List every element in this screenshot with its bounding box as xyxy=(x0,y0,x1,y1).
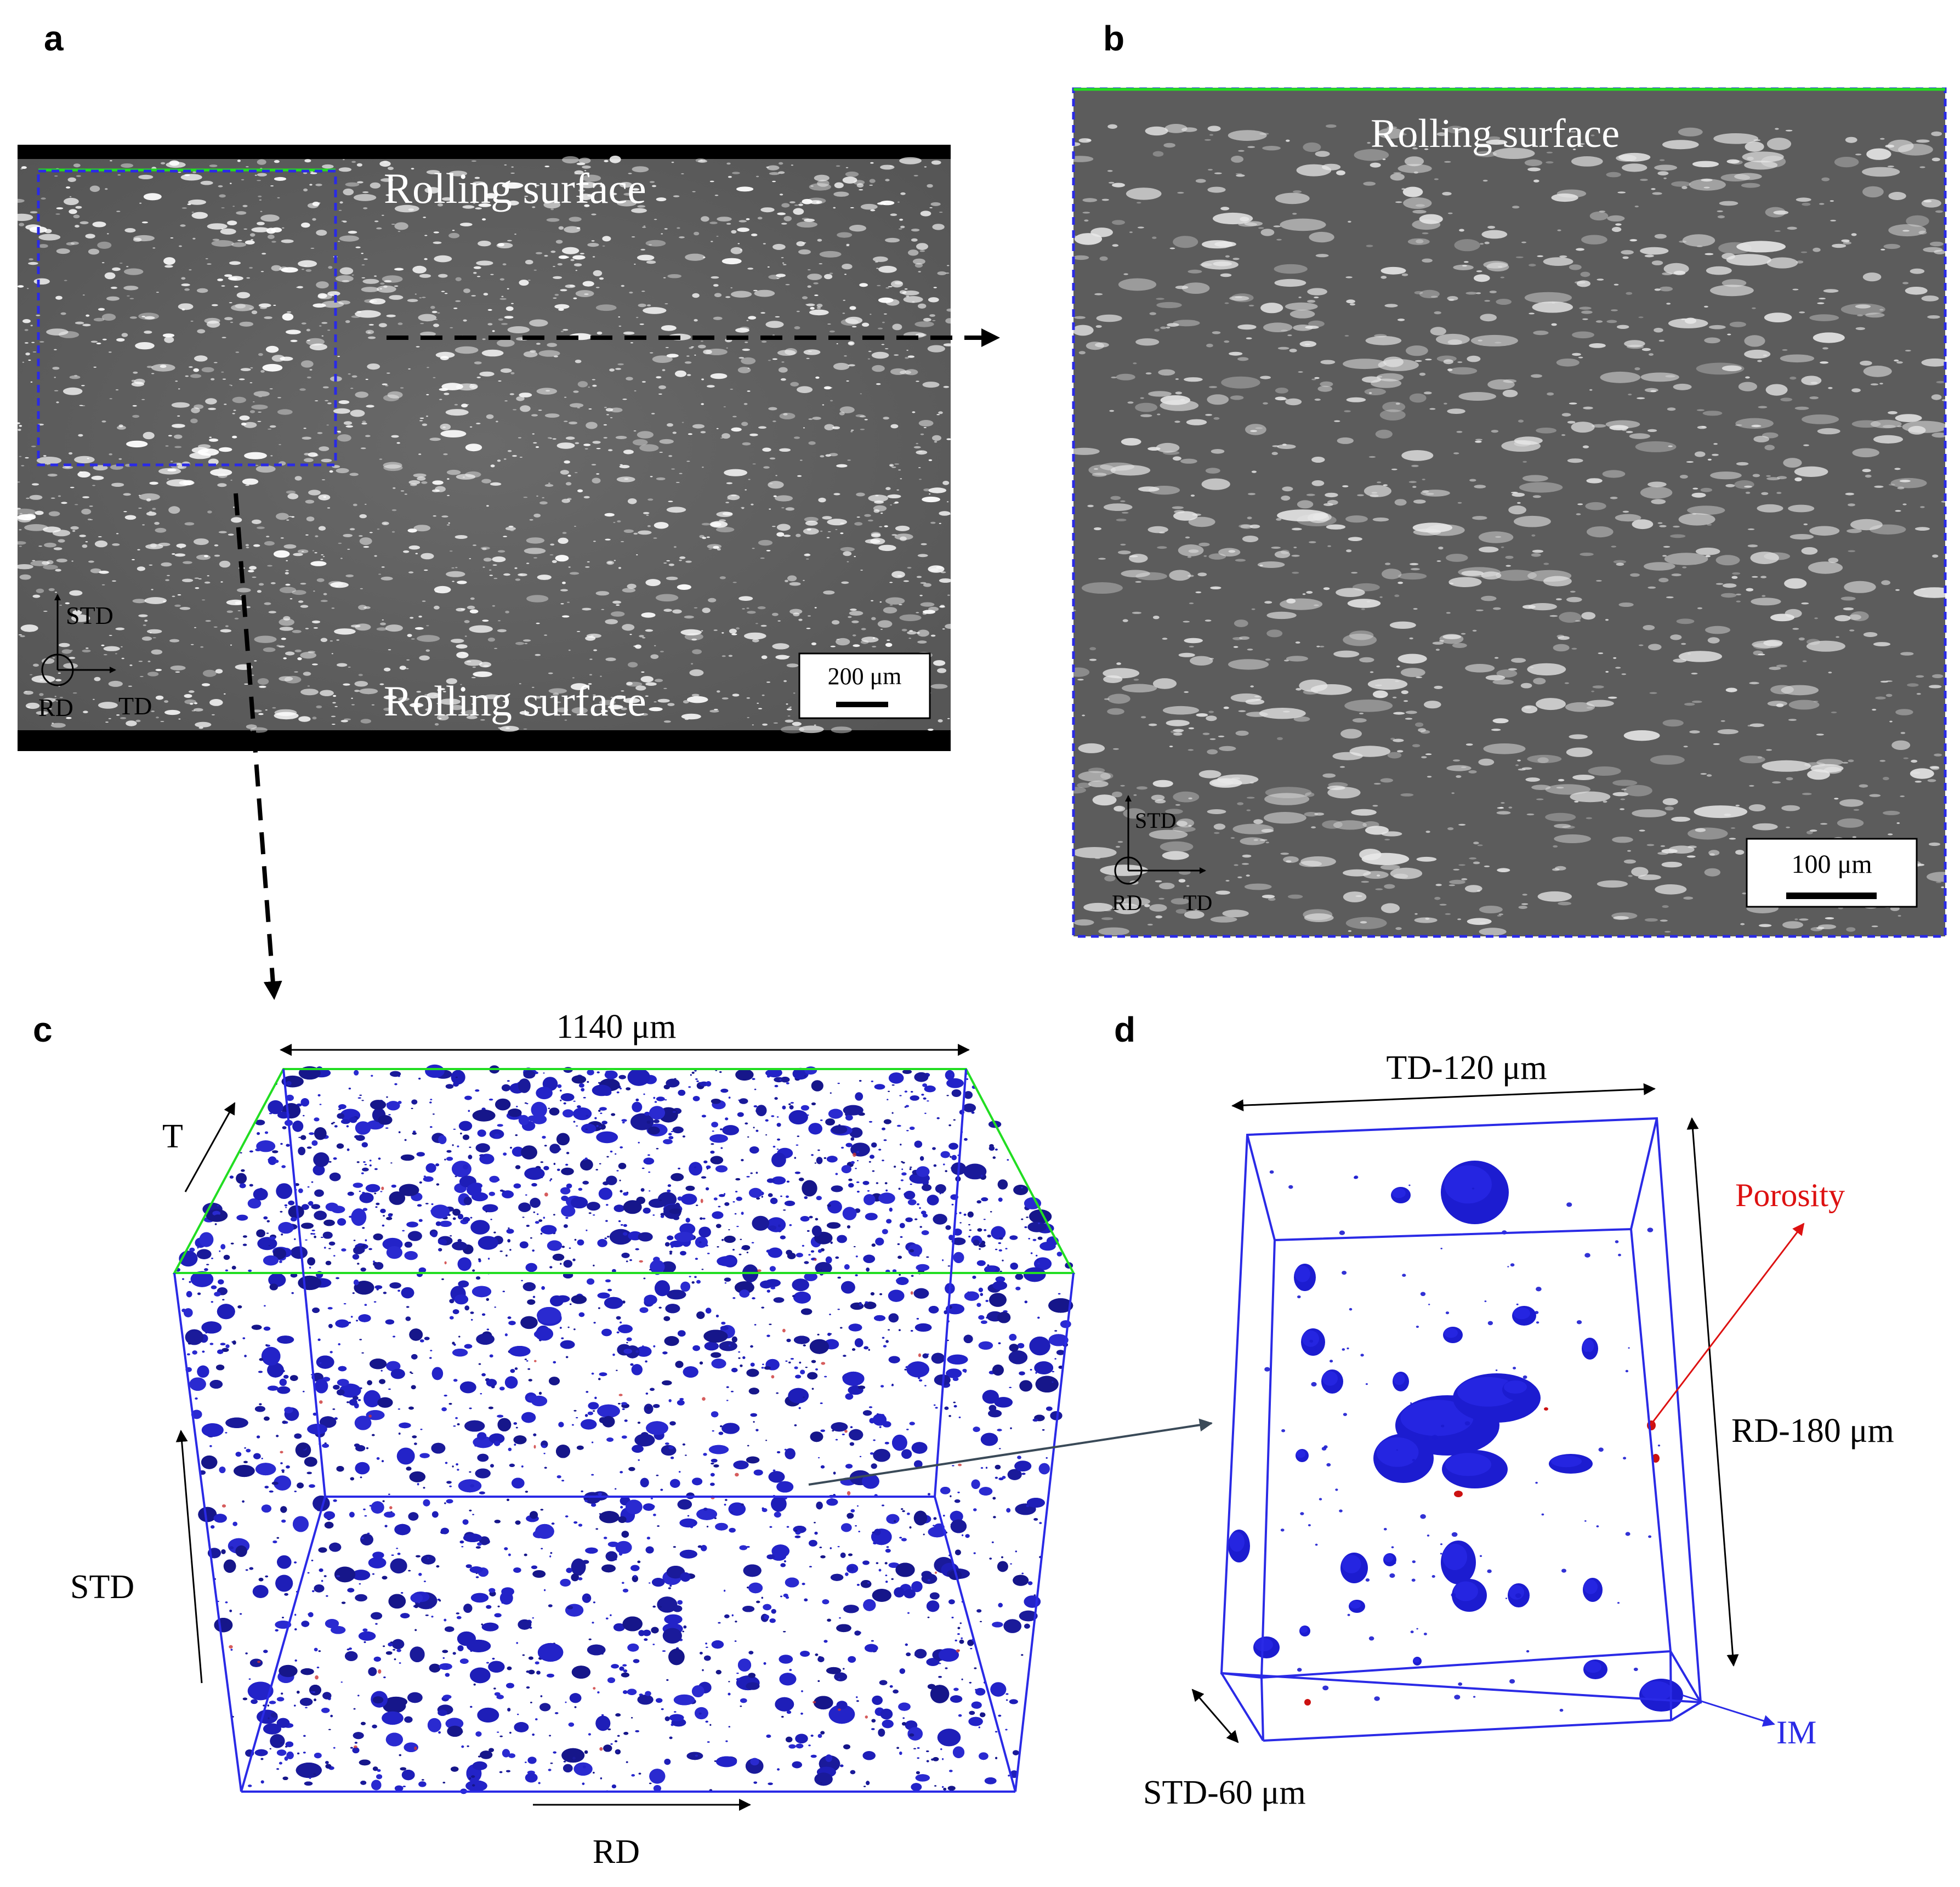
panel-c-axis-t: T xyxy=(162,1118,183,1155)
panel-c-letter: c xyxy=(33,1010,53,1049)
panel-d-rd-label: RD-180 μm xyxy=(1731,1412,1894,1450)
panel-b-axes: STD RD TD xyxy=(1112,795,1212,915)
panel-c-axis-rd: RD xyxy=(593,1833,640,1871)
panel-a-axis-rd: RD xyxy=(38,694,73,721)
panel-a-label-bottom: Rolling surface xyxy=(384,677,646,725)
panel-b-axis-rd: RD xyxy=(1112,890,1143,915)
panel-a-scale-text: 200 μm xyxy=(828,663,902,690)
panel-b-letter: b xyxy=(1103,19,1124,58)
panel-a-zoom-box xyxy=(37,169,337,467)
panel-d-porosity-arrow xyxy=(1649,1223,1805,1426)
panel-c-t-arrow xyxy=(184,1102,236,1192)
panel-d-box xyxy=(1220,1117,1702,1742)
axis-origin-icon xyxy=(41,653,74,686)
panel-d-td-label: TD-120 μm xyxy=(1386,1049,1547,1087)
panel-c-axis-std: STD xyxy=(70,1568,134,1606)
panel-c: c 1140 μm T STD RD xyxy=(33,1008,1076,1871)
panel-c-particles xyxy=(175,1064,1073,1794)
panel-d-std-label: STD-60 μm xyxy=(1143,1774,1306,1811)
panel-a-axes: STD RD TD xyxy=(38,594,152,721)
panel-b-scale-text: 100 μm xyxy=(1791,850,1872,879)
panel-a-letter: a xyxy=(44,19,64,58)
connector-a-to-c xyxy=(234,493,282,1000)
panel-b-sem-image xyxy=(1073,88,1945,936)
panel-a: a Rolling surface Rolling surface STD RD… xyxy=(18,19,951,751)
panel-a-sem-image xyxy=(18,159,951,730)
panel-c-std-arrow xyxy=(175,1430,203,1684)
panel-a-axis-std: STD xyxy=(66,601,113,629)
panel-d-im-arrow xyxy=(1681,1694,1775,1727)
panel-d-particles xyxy=(1228,1161,1683,1712)
connector-c-to-d xyxy=(808,1418,1213,1486)
panel-d-letter: d xyxy=(1114,1010,1135,1049)
panel-d: d TD-120 μm RD-180 μm STD-60 μm Porosity… xyxy=(1114,1010,1894,1811)
panel-b-scale-bar: 100 μm xyxy=(1746,838,1918,908)
panel-a-label-top: Rolling surface xyxy=(384,164,646,212)
panel-d-im-label: IM xyxy=(1776,1714,1816,1750)
panel-d-rd-arrow xyxy=(1686,1117,1739,1667)
panel-c-width-label: 1140 μm xyxy=(556,1008,677,1045)
panel-d-porosity-label: Porosity xyxy=(1735,1177,1845,1213)
panel-b-axis-std: STD xyxy=(1135,808,1177,833)
panel-b-particles xyxy=(1073,124,1945,936)
panel-a-particles xyxy=(18,155,951,734)
panel-a-scale-bar: 200 μm xyxy=(798,652,931,719)
panel-b-label-top: Rolling surface xyxy=(1371,111,1620,156)
panel-d-td-arrow xyxy=(1231,1083,1656,1112)
panel-a-axis-td: TD xyxy=(118,692,152,720)
axis-origin-icon xyxy=(1114,856,1143,885)
panel-d-std-arrow xyxy=(1191,1689,1239,1743)
panel-b-axis-td: TD xyxy=(1183,890,1212,915)
panel-b: b Rolling surface STD RD TD 100 μm xyxy=(1072,19,1947,938)
panel-c-box xyxy=(172,1068,1076,1793)
